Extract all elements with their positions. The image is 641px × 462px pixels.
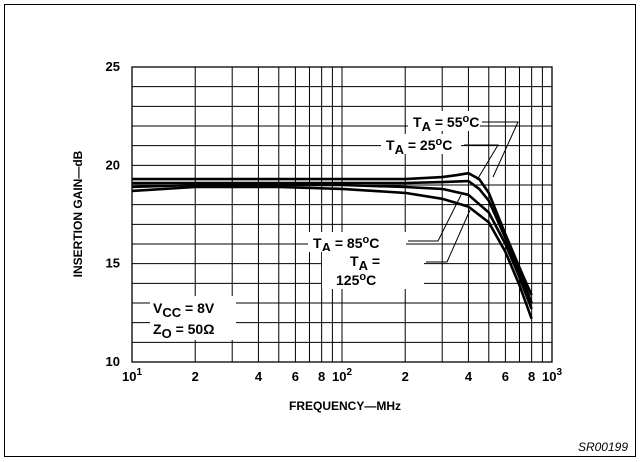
y-tick-label: 20 <box>106 157 120 172</box>
leader-line <box>408 194 462 242</box>
series-line <box>132 171 533 296</box>
x-tick-label: 102 <box>332 367 352 384</box>
annotation-label: 125oC <box>336 271 376 288</box>
x-tick-label: 6 <box>292 369 299 384</box>
label-background <box>408 111 480 131</box>
x-tick-label: 8 <box>528 369 535 384</box>
x-axis-title: FREQUENCY—MHz <box>289 399 401 413</box>
label-background <box>322 251 424 289</box>
annotation-label: TA = <box>350 253 380 273</box>
leader-line <box>482 121 519 178</box>
annotation-label: TA = 25oC <box>386 136 452 157</box>
x-tick-label: 2 <box>402 369 409 384</box>
annotation-label: TA = 85oC <box>313 234 379 255</box>
series-line <box>131 183 533 310</box>
annotation-label: TA = 55oC <box>413 113 479 134</box>
y-axis-title: INSERTION GAIN—dB <box>71 150 85 277</box>
x-tick-label: 2 <box>192 369 199 384</box>
series-line <box>131 185 533 320</box>
series-line <box>132 179 533 304</box>
label-background <box>150 296 236 340</box>
series-group <box>131 171 533 320</box>
leader-line <box>426 209 471 263</box>
x-tick-label: 103 <box>542 367 562 384</box>
y-tick-label: 25 <box>106 59 120 74</box>
tick-labels: 101 2 4 6 8 102 2 4 6 8 103 10 15 20 25 <box>106 59 563 384</box>
figure-code: SR00199 <box>577 440 628 454</box>
label-background <box>381 134 461 154</box>
x-tick-label: 101 <box>122 367 142 384</box>
label-background <box>308 232 406 252</box>
y-tick-label: 15 <box>106 256 120 271</box>
annotation-label: ZO = 50Ω <box>153 321 214 341</box>
annotation-label: VCC = 8V <box>153 300 215 320</box>
figure-frame <box>4 4 636 457</box>
x-tick-label: 8 <box>318 369 325 384</box>
x-tick-label: 4 <box>465 369 473 384</box>
y-tick-label: 10 <box>106 354 120 369</box>
leader-line <box>464 144 499 181</box>
x-tick-label: 4 <box>255 369 263 384</box>
x-tick-label: 6 <box>502 369 509 384</box>
plot-border <box>131 66 553 363</box>
